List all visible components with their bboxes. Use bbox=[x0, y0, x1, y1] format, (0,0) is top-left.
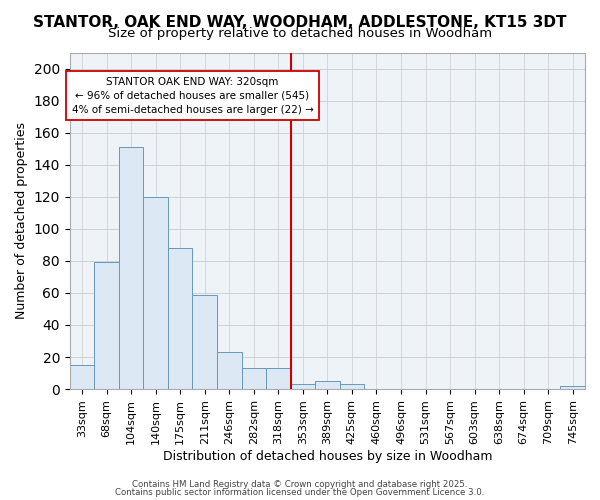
Bar bbox=[168, 248, 193, 389]
X-axis label: Distribution of detached houses by size in Woodham: Distribution of detached houses by size … bbox=[163, 450, 492, 462]
Text: Contains public sector information licensed under the Open Government Licence 3.: Contains public sector information licen… bbox=[115, 488, 485, 497]
Bar bbox=[315, 381, 340, 389]
Bar bbox=[94, 262, 119, 389]
Bar bbox=[242, 368, 266, 389]
Bar bbox=[193, 294, 217, 389]
Bar bbox=[560, 386, 585, 389]
Bar bbox=[290, 384, 315, 389]
Text: STANTOR OAK END WAY: 320sqm
← 96% of detached houses are smaller (545)
4% of sem: STANTOR OAK END WAY: 320sqm ← 96% of det… bbox=[71, 76, 313, 114]
Bar bbox=[70, 365, 94, 389]
Bar bbox=[266, 368, 290, 389]
Bar bbox=[340, 384, 364, 389]
Text: Size of property relative to detached houses in Woodham: Size of property relative to detached ho… bbox=[108, 28, 492, 40]
Bar bbox=[143, 197, 168, 389]
Bar bbox=[217, 352, 242, 389]
Bar bbox=[119, 147, 143, 389]
Text: STANTOR, OAK END WAY, WOODHAM, ADDLESTONE, KT15 3DT: STANTOR, OAK END WAY, WOODHAM, ADDLESTON… bbox=[33, 15, 567, 30]
Text: Contains HM Land Registry data © Crown copyright and database right 2025.: Contains HM Land Registry data © Crown c… bbox=[132, 480, 468, 489]
Y-axis label: Number of detached properties: Number of detached properties bbox=[15, 122, 28, 320]
